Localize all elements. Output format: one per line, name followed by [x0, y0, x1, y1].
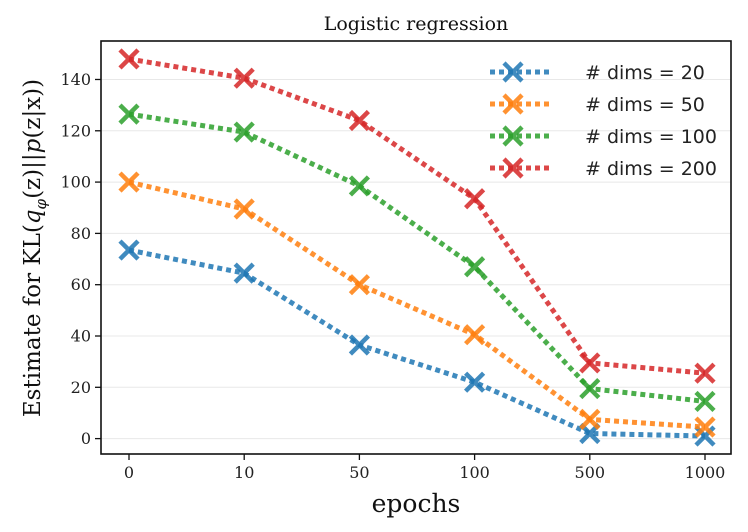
legend-item: # dims = 200 [490, 157, 717, 180]
x-marker [348, 334, 370, 356]
x-tick-label: 500 [575, 463, 606, 482]
x-tick-label: 1000 [685, 463, 726, 482]
series-line [128, 179, 706, 430]
series [118, 48, 716, 384]
x-marker [233, 262, 255, 284]
series [118, 239, 716, 447]
x-tick-label: 10 [234, 463, 254, 482]
y-tick-label: 60 [71, 275, 91, 294]
series [118, 103, 716, 413]
x-marker [464, 371, 486, 393]
grid-lines [101, 78, 731, 440]
legend-label: # dims = 20 [585, 62, 705, 84]
x-marker [502, 157, 524, 179]
legend-item: # dims = 100 [490, 125, 717, 148]
y-tick-label: 100 [60, 173, 91, 192]
legend-item: # dims = 50 [490, 93, 705, 116]
y-tick-label: 120 [60, 121, 91, 140]
y-tick-label: 140 [60, 70, 91, 89]
x-marker [118, 103, 140, 125]
x-marker [233, 198, 255, 220]
x-marker [233, 67, 255, 89]
y-axis-ticks: 0 20 40 60 80 100 120 140 [60, 70, 101, 448]
x-marker [579, 377, 601, 400]
x-axis-ticks: 0 10 50 100 500 1000 [124, 454, 725, 482]
x-axis-label: epochs [372, 489, 461, 518]
x-marker [502, 93, 524, 115]
x-marker [464, 256, 486, 278]
chart-title: Logistic regression [324, 13, 509, 35]
legend-item: # dims = 20 [490, 61, 705, 84]
x-marker [502, 125, 524, 147]
x-marker [233, 121, 255, 143]
x-marker [118, 239, 140, 261]
series-line [128, 56, 706, 376]
x-tick-label: 0 [124, 463, 134, 482]
x-marker [502, 61, 524, 83]
y-tick-label: 20 [71, 378, 91, 397]
y-tick-label: 0 [81, 429, 91, 448]
x-marker [464, 324, 486, 346]
x-tick-label: 50 [349, 463, 369, 482]
x-marker [694, 362, 716, 384]
x-tick-label: 100 [459, 463, 490, 482]
series-line [128, 111, 706, 404]
x-marker [118, 48, 140, 70]
x-marker [579, 408, 601, 430]
x-marker [348, 109, 370, 132]
x-marker [579, 352, 601, 374]
legend-label: # dims = 100 [585, 126, 717, 148]
x-marker [118, 171, 140, 193]
y-axis-label: Estimate for KL(qφ(z)||p(z|x)) [20, 79, 50, 417]
plot-frame [100, 40, 732, 455]
y-tick-label: 80 [71, 224, 91, 243]
legend-label: # dims = 50 [585, 94, 705, 116]
x-marker [464, 188, 486, 210]
series-layer [118, 48, 716, 447]
y-tick-label: 40 [71, 327, 91, 346]
x-marker [694, 390, 716, 413]
x-marker [348, 175, 370, 197]
x-marker [348, 274, 370, 296]
legend: # dims = 20 # dims = 50 # dims = 100 # dims… [490, 61, 717, 180]
series [118, 171, 716, 438]
x-marker [694, 416, 716, 438]
series-line [128, 247, 706, 439]
legend-label: # dims = 200 [585, 158, 717, 180]
